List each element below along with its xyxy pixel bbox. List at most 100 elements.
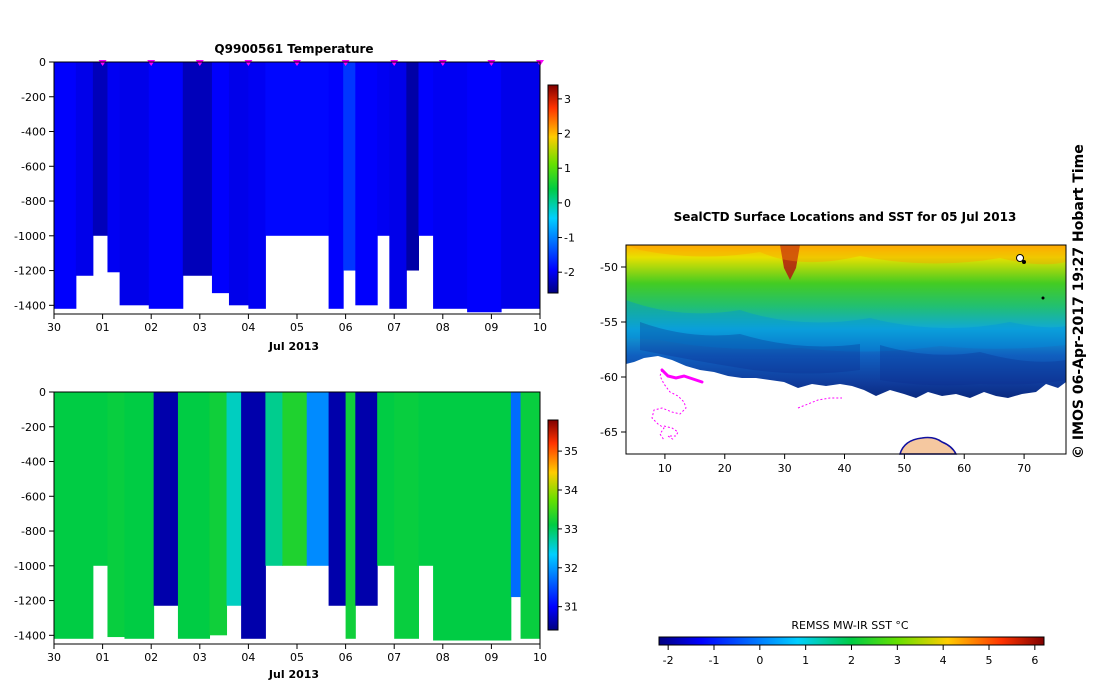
sst-warm-patch	[780, 245, 800, 280]
salinity-profile-cell	[107, 392, 125, 638]
temperature-y-tick-label: -800	[21, 195, 46, 208]
salinity-x-tick-label: 02	[144, 651, 158, 664]
salinity-x-label: Jul 2013	[268, 668, 319, 681]
salinity-x-tick-label: 09	[484, 651, 498, 664]
salinity-colorbar-tick-label: 33	[564, 523, 578, 536]
temperature-x-label: Jul 2013	[268, 340, 319, 353]
sst-colorbar-tick-label: 1	[802, 654, 809, 667]
sst-colorbar-tick-label: 0	[756, 654, 763, 667]
temperature-profile-cells	[54, 62, 541, 313]
salinity-profile-cell	[345, 392, 356, 639]
temperature-profile-cell	[406, 62, 419, 271]
temperature-x-tick-label: 30	[47, 321, 61, 334]
salinity-profile-cell	[306, 392, 330, 566]
map-x-tick-label: 50	[897, 462, 911, 475]
salinity-x-tick-label: 01	[96, 651, 110, 664]
temperature-y-tick-label: -1400	[14, 299, 46, 312]
antarctic-coast	[899, 436, 958, 455]
temperature-profile-cell	[107, 62, 121, 273]
sst-map: SealCTD Surface Locations and SST for 05…	[600, 210, 1067, 667]
temperature-profile-cell	[228, 62, 249, 306]
salinity-x-tick-label: 05	[290, 651, 304, 664]
temperature-profile-cell	[467, 62, 502, 313]
map-x-tick-label: 10	[658, 462, 672, 475]
salinity-profile-cell	[355, 392, 378, 606]
temperature-colorbar-tick-label: -1	[564, 232, 575, 245]
salinity-profile-cell	[394, 392, 419, 639]
map-x-tick-label: 60	[957, 462, 971, 475]
temperature-profile-cell	[433, 62, 468, 309]
salinity-profile-cell	[124, 392, 155, 639]
salinity-profile-cell	[418, 392, 434, 566]
map-y-tick-label: -50	[600, 261, 618, 274]
salinity-profile-cell	[520, 392, 541, 639]
temperature-profile-cell	[75, 62, 94, 276]
salinity-y-tick-label: -1000	[14, 560, 46, 573]
temperature-x-tick-label: 07	[387, 321, 401, 334]
salinity-y-tick-label: -800	[21, 525, 46, 538]
sst-colorbar-tick-label: -2	[663, 654, 674, 667]
map-y-tick-label: -65	[600, 426, 618, 439]
temperature-profile-cell	[211, 62, 230, 294]
salinity-y-tick-label: -400	[21, 456, 46, 469]
seal-tracks	[651, 368, 842, 441]
salinity-profile-cell	[209, 392, 228, 636]
temperature-profile-cell	[355, 62, 378, 306]
salinity-x-tick-label: 06	[339, 651, 353, 664]
salinity-colorbar-ticks: 35 34 33 32 31	[558, 445, 578, 614]
map-y-tick-label: -55	[600, 316, 618, 329]
salinity-y-tick-label: -1200	[14, 595, 46, 608]
temperature-profile-cell	[248, 62, 266, 309]
sst-colorbar-tick-label: -1	[709, 654, 720, 667]
salinity-x-tick-label: 08	[436, 651, 450, 664]
map-longitude-axis: 10 20 30 40 50 60 70	[658, 454, 1031, 475]
salinity-profile-cell	[510, 392, 522, 598]
salinity-profile-cell	[241, 392, 266, 639]
temperature-x-axis: 30 01 02 03 04 05 06 07 08 09 10	[47, 314, 547, 334]
salinity-x-tick-label: 10	[533, 651, 547, 664]
sst-colorbar-tick-label: 6	[1031, 654, 1038, 667]
temperature-profile-cell	[182, 62, 213, 276]
temperature-profile-cell	[389, 62, 407, 309]
salinity-profile-cell	[226, 392, 242, 606]
temperature-y-tick-label: 0	[39, 56, 46, 69]
salinity-x-axis: 30 01 02 03 04 05 06 07 08 09 10	[47, 644, 547, 664]
salinity-y-tick-label: 0	[39, 386, 46, 399]
sst-colorbar-tick-label: 5	[986, 654, 993, 667]
sst-colorbar-tick-label: 3	[894, 654, 901, 667]
salinity-profile-cell	[433, 392, 512, 641]
temperature-colorbar	[547, 84, 559, 294]
salinity-x-tick-label: 30	[47, 651, 61, 664]
sst-colorbar	[658, 636, 1045, 646]
temperature-y-tick-label: -1000	[14, 230, 46, 243]
temperature-profile-cell	[328, 62, 344, 309]
salinity-profile-cell	[282, 392, 308, 566]
salinity-colorbar-tick-label: 35	[564, 445, 578, 458]
temperature-y-tick-label: -400	[21, 126, 46, 139]
temperature-colorbar-tick-label: 3	[564, 93, 571, 106]
temperature-section-plot: Q9900561 Temperature 0 -200 -400 -600 -800 -1…	[14, 42, 575, 353]
temperature-profile-cell	[119, 62, 150, 306]
salinity-profile-cell	[92, 392, 108, 566]
temperature-profile-cell	[148, 62, 184, 309]
map-latitude-axis: -50 -55 -60 -65	[600, 261, 626, 439]
temperature-colorbar-ticks: 3 2 1 0 -1 -2	[558, 93, 575, 279]
salinity-x-tick-label: 03	[193, 651, 207, 664]
salinity-y-tick-label: -600	[21, 490, 46, 503]
salinity-colorbar-tick-label: 34	[564, 484, 578, 497]
map-x-tick-label: 70	[1017, 462, 1031, 475]
sst-field	[626, 245, 1066, 455]
sst-colorbar-tick-label: 4	[940, 654, 947, 667]
map-frame	[625, 244, 1067, 455]
map-y-tick-label: -60	[600, 371, 618, 384]
temperature-profile-cell	[377, 62, 390, 236]
island-markers	[1016, 254, 1045, 300]
sst-colorbar-ticks: -2 -1 0 1 2 3 4 5 6	[663, 645, 1038, 667]
temperature-y-tick-label: -200	[21, 91, 46, 104]
salinity-profile-cell	[377, 392, 395, 566]
temperature-profile-cell	[265, 62, 330, 236]
temperature-profile-cell	[92, 62, 108, 236]
temperature-profile-cell	[501, 62, 541, 309]
temperature-x-tick-label: 09	[484, 321, 498, 334]
